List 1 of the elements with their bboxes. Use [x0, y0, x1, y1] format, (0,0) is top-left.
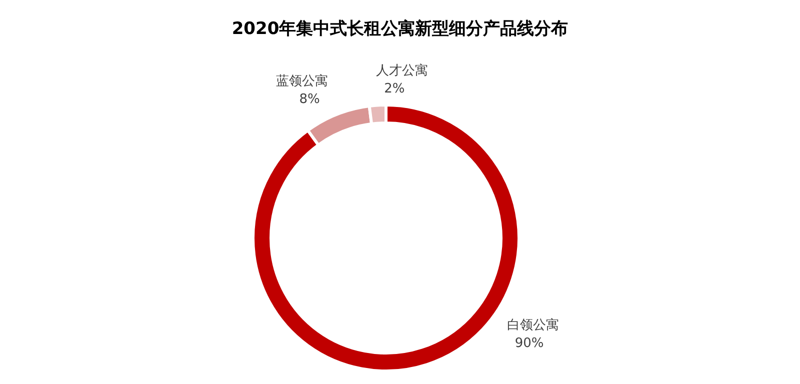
chart-title: 2020年集中式长租公寓新型细分产品线分布: [232, 19, 568, 39]
